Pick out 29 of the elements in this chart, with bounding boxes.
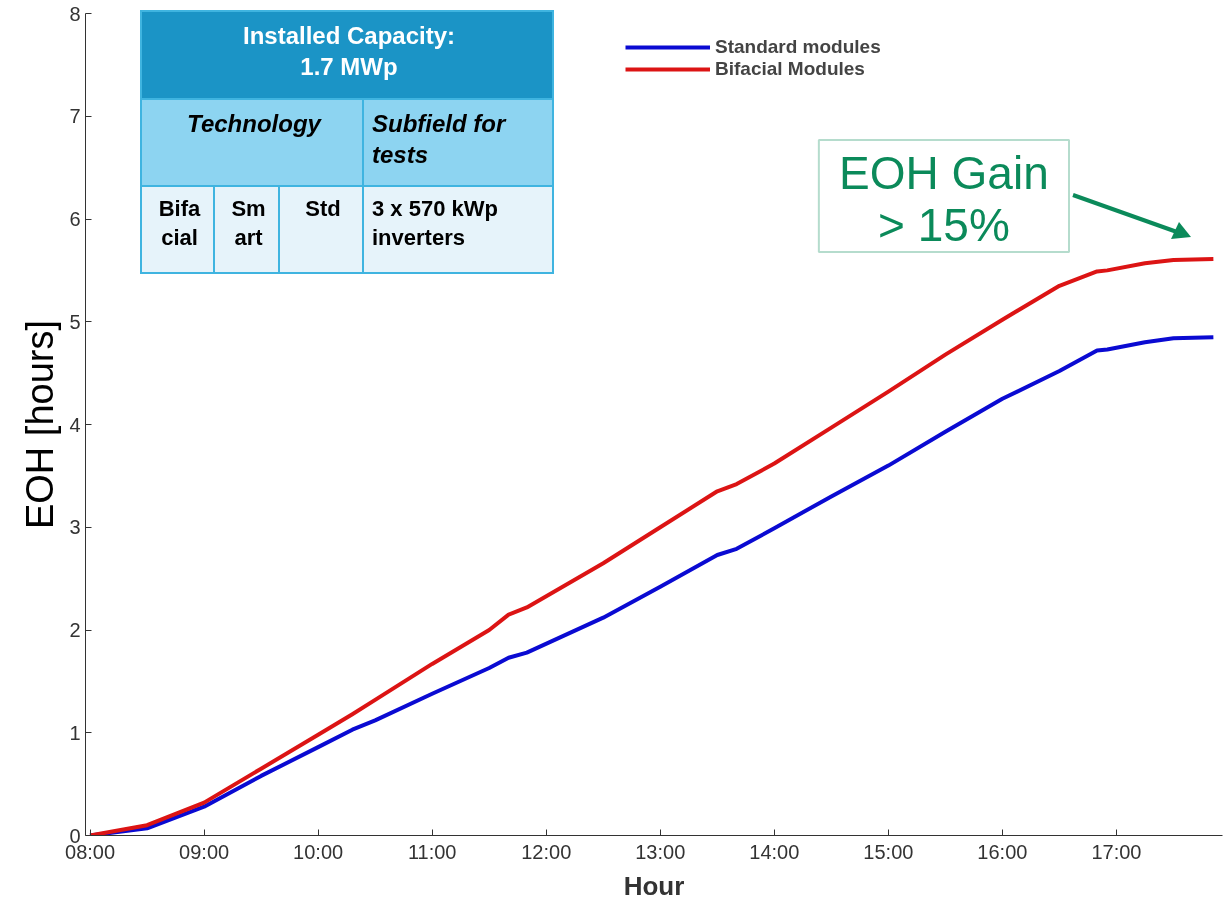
annotation: EOH Gain > 15% <box>839 146 1049 251</box>
x-tick-label: 09:00 <box>179 840 230 863</box>
y-tick-label: 4 <box>69 413 81 436</box>
annotation: Installed Capacity: 1.7 MWp <box>141 11 553 99</box>
y-tick-label: 3 <box>69 516 81 539</box>
legend-label: Standard modules <box>715 36 881 58</box>
annotation: Subfield for tests <box>363 99 553 186</box>
annotation: Technology <box>141 99 363 186</box>
x-axis-title: Hour <box>623 870 685 901</box>
x-tick-label: 11:00 <box>407 840 457 863</box>
y-axis-title: EOH [hours] <box>19 319 62 530</box>
y-tick-label: 5 <box>69 310 81 333</box>
y-tick-label: 8 <box>69 2 81 25</box>
x-tick-label: 14:00 <box>749 840 800 863</box>
y-tick-label: 2 <box>69 619 81 641</box>
y-tick-label: 6 <box>69 208 81 230</box>
x-tick-label: 16:00 <box>977 840 1028 863</box>
x-tick-label: 15:00 <box>863 840 914 863</box>
annotation: Bifa cial <box>141 186 214 273</box>
x-tick-label: 10:00 <box>293 840 344 863</box>
annotation: Std <box>279 186 363 273</box>
x-tick-label: 17:00 <box>1091 840 1142 863</box>
y-tick-label: 7 <box>69 105 81 128</box>
annotation: 3 x 570 kWp inverters <box>363 186 553 273</box>
x-tick-label: 13:00 <box>635 840 686 863</box>
annotation: Sm art <box>214 186 279 273</box>
y-tick-label: 1 <box>69 721 81 744</box>
x-tick-label: 12:00 <box>521 840 572 863</box>
legend-label: Bifacial Modules <box>715 58 865 80</box>
